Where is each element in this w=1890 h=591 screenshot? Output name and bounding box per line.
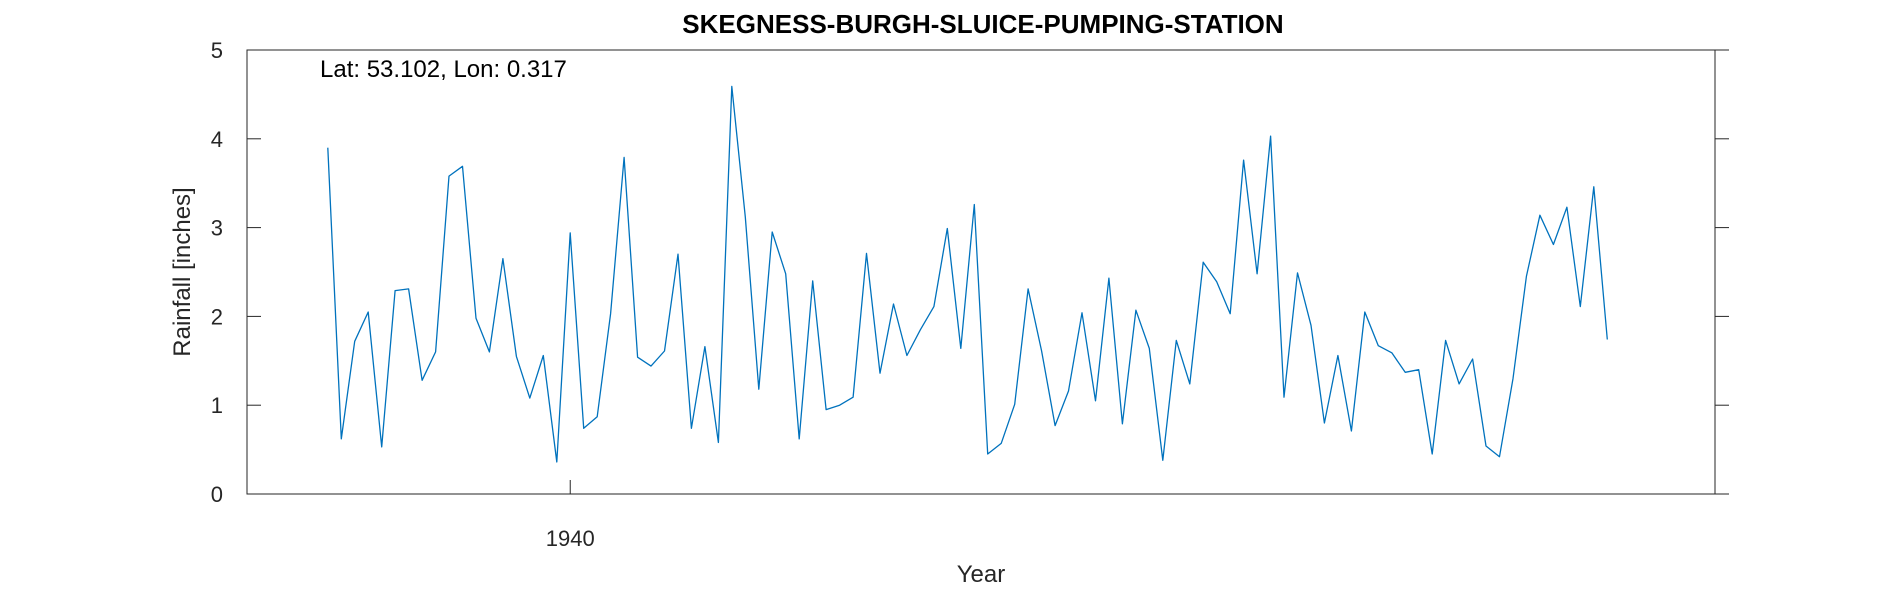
chart-title: SKEGNESS-BURGH-SLUICE-PUMPING-STATION xyxy=(682,9,1283,39)
y-tick-label: 5 xyxy=(211,38,223,63)
x-axis-ticks: 1940 xyxy=(546,480,595,551)
y-tick-label: 2 xyxy=(211,304,223,329)
x-axis-label: Year xyxy=(957,561,1006,588)
series-layer xyxy=(327,85,1608,463)
location-annotation: Lat: 53.102, Lon: 0.317 xyxy=(320,56,567,83)
plot-area: 0 1 2 3 4 5 1940 xyxy=(211,38,1729,551)
plot-frame xyxy=(246,49,1716,495)
y-tick-label: 3 xyxy=(211,216,223,241)
y-axis-label: Rainfall [inches] xyxy=(169,187,196,356)
y-axis-ticks: 0 1 2 3 4 5 xyxy=(211,38,1729,507)
y-tick-label: 0 xyxy=(211,482,223,507)
y-tick-label: 1 xyxy=(211,393,223,418)
x-tick-label: 1940 xyxy=(546,526,595,551)
y-tick-label: 4 xyxy=(211,127,223,152)
rainfall-series-line xyxy=(327,85,1608,463)
